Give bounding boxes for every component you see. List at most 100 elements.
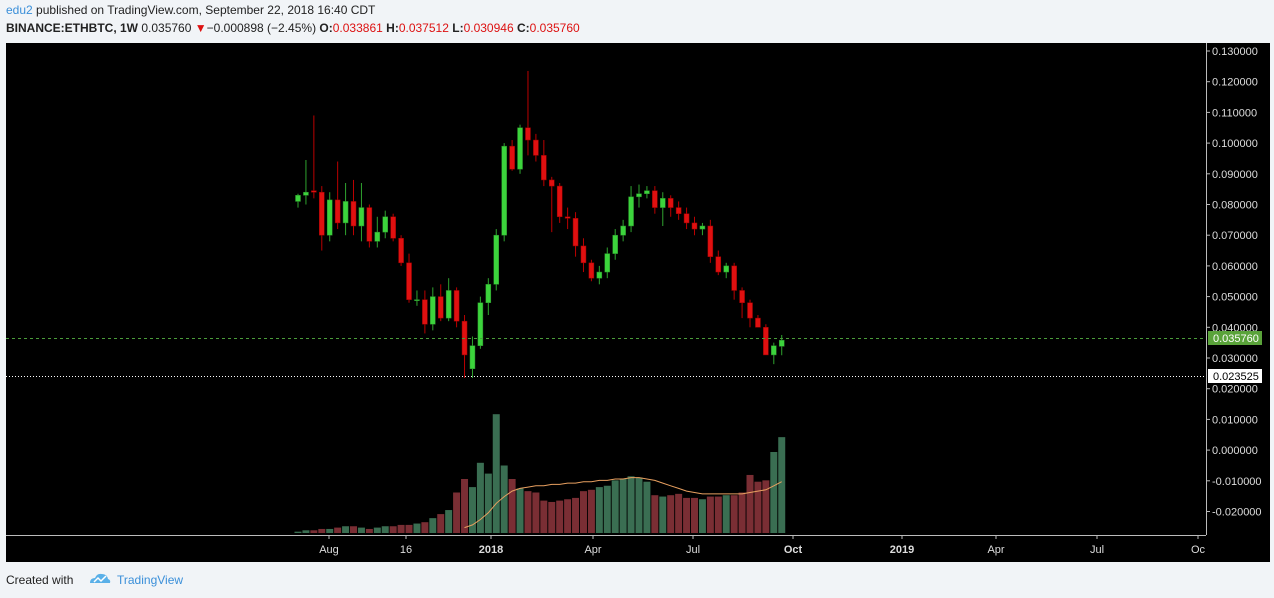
y-tick-label: 0.110000 — [1212, 107, 1257, 119]
high-value: 0.037512 — [398, 21, 449, 35]
last-price-badge — [1208, 331, 1262, 345]
candle-body — [509, 145, 515, 170]
candle-body — [588, 262, 595, 279]
x-tick-label: Apr — [584, 544, 601, 556]
candle-body — [755, 317, 761, 328]
y-tick-label: 0.050000 — [1212, 292, 1258, 304]
volume-bar — [357, 527, 365, 533]
candle-body — [556, 185, 563, 218]
volume-bar — [548, 501, 556, 533]
volume-bar — [397, 524, 405, 533]
candle-body — [374, 231, 381, 242]
candle-body — [382, 216, 388, 233]
y-tick-label: 0.100000 — [1212, 138, 1258, 150]
volume-bar — [556, 500, 564, 533]
y-tick-label: 0.010000 — [1212, 414, 1258, 426]
y-tick-label: 0.080000 — [1212, 200, 1258, 212]
volume-bar — [445, 510, 453, 533]
candle-body — [580, 245, 587, 264]
volume-bar — [381, 526, 389, 533]
open-value: 0.033861 — [332, 21, 383, 35]
volume-bar — [365, 528, 373, 533]
volume-bar — [389, 526, 397, 533]
open-label: O: — [319, 21, 333, 35]
chart-background — [6, 43, 1206, 535]
volume-bar — [762, 480, 770, 533]
x-tick-label: Oc — [1191, 544, 1206, 556]
volume-bar — [468, 487, 476, 533]
volume-bar — [746, 474, 754, 533]
low-marker-badge-text: 0.023525 — [1213, 371, 1259, 383]
tradingview-link[interactable]: TradingView — [117, 573, 184, 587]
y-tick-label: 0.090000 — [1212, 169, 1258, 181]
volume-bar — [706, 496, 714, 533]
candle-body — [350, 201, 357, 227]
candle-body — [549, 179, 555, 187]
candle-body — [295, 195, 301, 202]
candle-body — [493, 234, 499, 285]
candle-body — [628, 196, 634, 227]
candle-body — [763, 327, 769, 356]
candle-body — [572, 218, 579, 247]
volume-bar — [730, 495, 738, 533]
volume-bar — [302, 530, 310, 533]
published-text: published on TradingView.com, September … — [36, 3, 376, 17]
volume-bar — [579, 491, 587, 533]
author-link[interactable]: edu2 — [6, 3, 33, 17]
volume-bar — [453, 492, 461, 533]
candle-body — [739, 290, 745, 303]
candle-body — [691, 222, 698, 230]
x-tick-label: Jul — [1090, 544, 1104, 556]
candle-body — [675, 207, 682, 214]
candle-body — [620, 225, 626, 236]
y-tick-label: 0.030000 — [1212, 353, 1258, 365]
candle-body — [469, 345, 476, 369]
volume-bar — [532, 492, 540, 533]
volume-bar — [524, 491, 532, 533]
y-tick-label: 0.130000 — [1212, 46, 1258, 58]
volume-bar — [564, 499, 572, 533]
high-label: H: — [386, 21, 399, 35]
candle-body — [731, 265, 737, 291]
volume-bar — [722, 495, 730, 533]
candle-body — [541, 155, 547, 181]
candle-body — [477, 302, 484, 346]
volume-bar — [421, 522, 429, 533]
x-tick-label: Apr — [987, 544, 1004, 556]
candle-body — [319, 191, 325, 236]
y-tick-label: 0.000000 — [1212, 445, 1258, 457]
candle-body — [501, 145, 507, 236]
candle-body — [485, 284, 492, 303]
candle-body — [660, 198, 666, 208]
candle-body — [525, 127, 531, 141]
volume-bar — [484, 473, 492, 533]
candle-body — [699, 225, 706, 230]
last-price-badge-text: 0.035760 — [1213, 333, 1259, 345]
volume-bar — [294, 531, 302, 533]
close-value: 0.035760 — [529, 21, 580, 35]
volume-bar — [627, 476, 635, 533]
candle-body — [778, 339, 785, 347]
candle-body — [707, 225, 714, 257]
candle-body — [358, 207, 365, 227]
volume-bar — [492, 414, 500, 533]
candle-body — [437, 296, 444, 319]
volume-bar — [595, 487, 603, 533]
volume-bar — [413, 523, 421, 533]
candle-body — [311, 190, 317, 193]
candle-body — [398, 238, 404, 264]
x-tick-label: 2018 — [479, 544, 503, 556]
candle-body — [667, 198, 674, 208]
volume-bar — [611, 480, 619, 533]
close-label: C: — [516, 21, 530, 35]
volume-bar — [683, 497, 691, 533]
tradingview-cloud-icon[interactable] — [88, 571, 112, 587]
candle-body — [303, 191, 309, 196]
y-tick-label: 0.120000 — [1212, 77, 1258, 89]
volume-bar — [691, 497, 698, 533]
volume-bar — [698, 499, 706, 533]
volume-bar — [667, 495, 675, 533]
price-chart[interactable]: 0.130000 0.120000 0.110000 0.100000 0.090000… — [0, 0, 1274, 565]
volume-bar — [651, 495, 659, 533]
x-tick-label: Aug — [319, 544, 339, 556]
